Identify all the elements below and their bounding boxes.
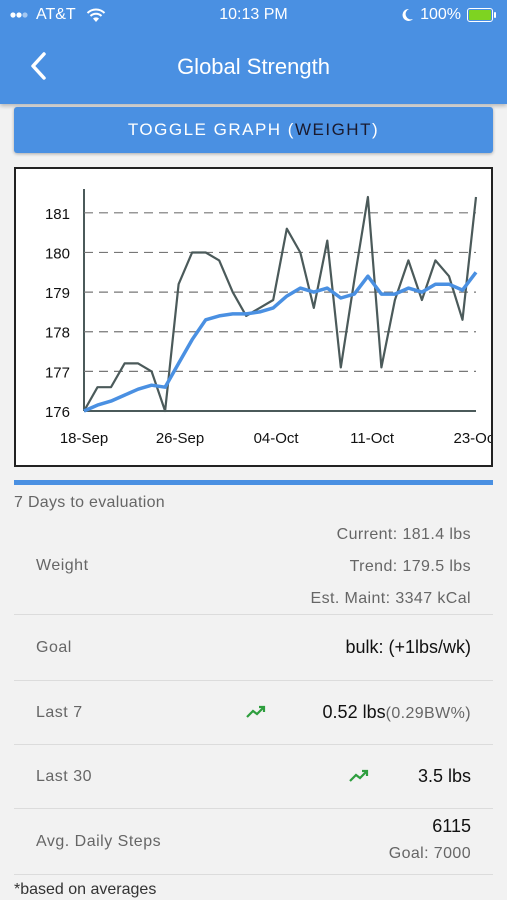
- last30-value: 3.5 lbs: [417, 766, 471, 786]
- back-chevron-icon[interactable]: [26, 50, 52, 82]
- last7-label: Last 7: [36, 704, 83, 721]
- moon-icon: [402, 8, 414, 21]
- x-tick-label: 23-Oct: [453, 430, 491, 447]
- toggle-graph-button[interactable]: TOGGLE GRAPH (WEIGHT): [14, 107, 493, 153]
- trending-up-icon: [349, 769, 369, 782]
- status-time: 10:13 PM: [219, 6, 288, 23]
- weight-label: Weight: [36, 557, 89, 574]
- trending-up-icon: [246, 705, 266, 718]
- goal-value: bulk: (+1lbs/wk): [345, 637, 471, 657]
- trend-weight: Trend: 179.5 lbs: [349, 558, 471, 575]
- y-tick-label: 176: [45, 404, 70, 421]
- last30-label: Last 30: [36, 768, 92, 785]
- goal-row[interactable]: Goal bulk: (+1lbs/wk): [14, 615, 493, 681]
- last7-value: 0.52 lbs: [322, 702, 386, 722]
- goal-label: Goal: [36, 639, 72, 656]
- x-tick-label: 18-Sep: [60, 430, 108, 447]
- footnote: *based on averages: [14, 881, 157, 898]
- steps-label: Avg. Daily Steps: [36, 833, 162, 850]
- current-weight: Current: 181.4 lbs: [336, 526, 471, 543]
- y-tick-label: 180: [45, 245, 70, 262]
- x-tick-label: 11-Oct: [350, 430, 395, 447]
- y-tick-label: 181: [45, 206, 70, 223]
- y-tick-label: 178: [45, 325, 70, 342]
- toggle-prefix: TOGGLE GRAPH (: [127, 120, 295, 139]
- y-tick-label: 177: [45, 364, 70, 381]
- x-tick-label: 04-Oct: [254, 430, 300, 447]
- steps-value: 6115: [432, 816, 471, 836]
- trend-series-line: [83, 271, 478, 413]
- carrier-label: AT&T: [36, 6, 76, 23]
- page-title: Global Strength: [177, 54, 330, 79]
- weight-chart-svg: 176 177 178 179 180 181 18-Sep 26-Sep 04-Oct 11-O…: [45, 189, 499, 447]
- steps-goal: Goal: 7000: [388, 845, 471, 862]
- toggle-suffix: ): [371, 120, 380, 139]
- app-header: AT&T 10:13 PM 100% Global Strength: [0, 0, 507, 104]
- last7-value-group: 0.52 lbs(0.29BW%): [323, 702, 471, 723]
- last30-row: Last 30 3.5 lbs: [14, 745, 493, 809]
- section-divider: [14, 480, 493, 485]
- steps-row: Avg. Daily Steps 6115 Goal: 7000: [14, 809, 493, 875]
- battery-icon: [467, 8, 496, 22]
- signal-icon: [10, 12, 28, 18]
- wifi-icon: [86, 8, 105, 22]
- weight-chart: 176 177 178 179 180 181 18-Sep 26-Sep 04-Oct 11-O…: [14, 167, 499, 467]
- battery-percent: 100%: [420, 6, 461, 23]
- toggle-mode: WEIGHT: [294, 120, 372, 139]
- status-bar: AT&T 10:13 PM 100%: [0, 6, 507, 28]
- last7-percent: (0.29BW%): [385, 705, 471, 722]
- daily-series-line: [83, 195, 478, 413]
- x-tick-label: 26-Sep: [156, 430, 204, 447]
- last7-row: Last 7 0.52 lbs(0.29BW%): [14, 681, 493, 745]
- y-tick-label: 179: [45, 285, 70, 302]
- weight-row: Weight Current: 181.4 lbs Trend: 179.5 l…: [14, 513, 493, 615]
- evaluation-text: 7 Days to evaluation: [14, 494, 165, 511]
- est-maintenance: Est. Maint: 3347 kCal: [310, 590, 471, 607]
